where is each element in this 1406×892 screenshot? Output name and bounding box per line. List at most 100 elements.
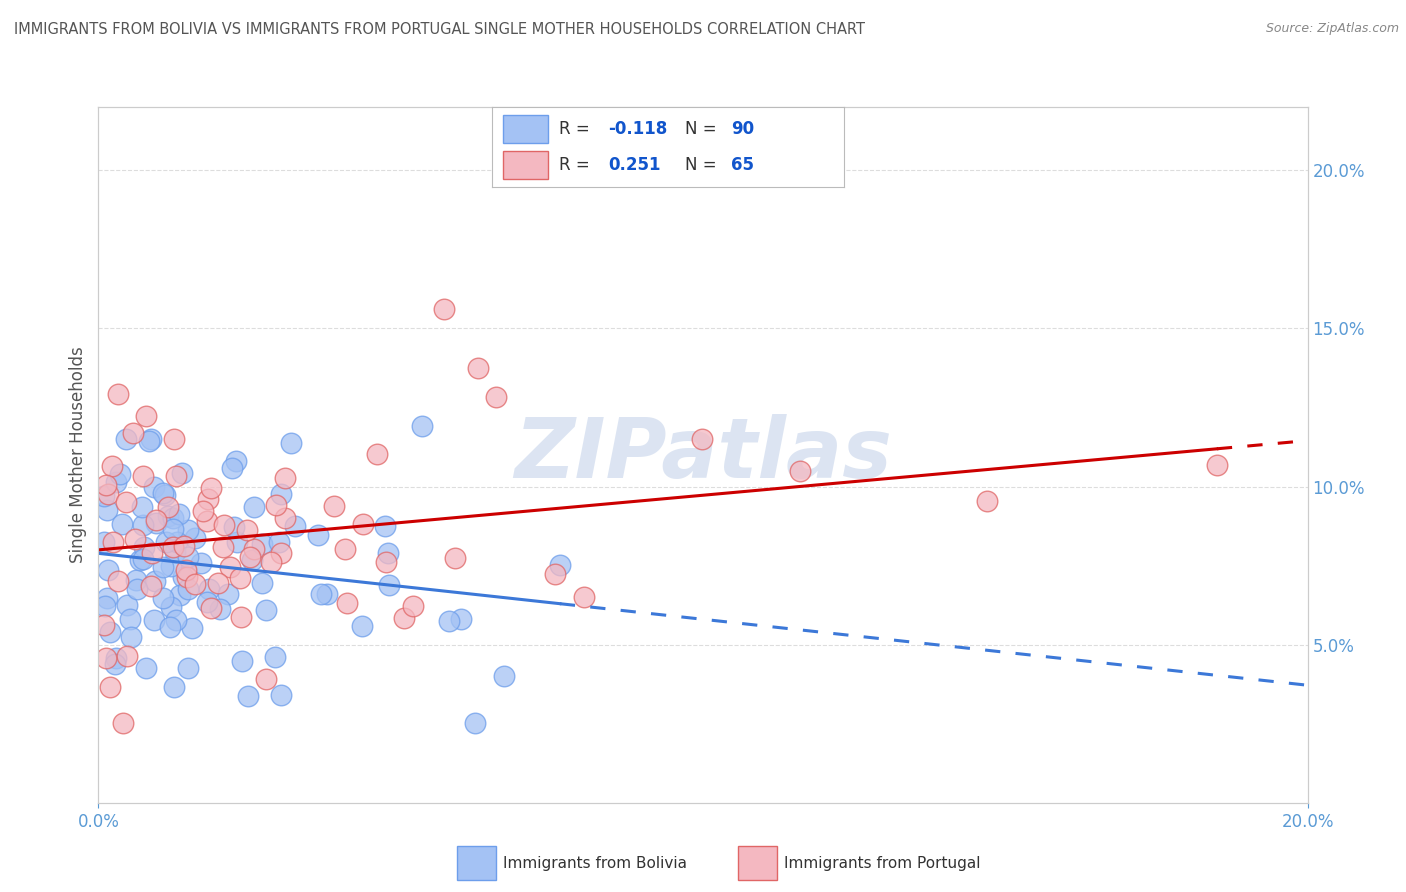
Point xyxy=(225,454,247,468)
Point xyxy=(94,477,117,491)
Point xyxy=(231,610,253,624)
Point xyxy=(104,651,127,665)
Text: R =: R = xyxy=(560,120,595,138)
Point xyxy=(250,537,273,551)
Point xyxy=(333,541,356,556)
Point xyxy=(135,661,157,675)
Text: IMMIGRANTS FROM BOLIVIA VS IMMIGRANTS FROM PORTUGAL SINGLE MOTHER HOUSEHOLDS COR: IMMIGRANTS FROM BOLIVIA VS IMMIGRANTS FR… xyxy=(14,22,865,37)
Point xyxy=(96,502,118,516)
Point xyxy=(145,516,167,530)
Text: N =: N = xyxy=(686,120,723,138)
Point xyxy=(163,432,186,446)
Text: 65: 65 xyxy=(731,156,754,174)
Point xyxy=(115,432,138,446)
Text: 90: 90 xyxy=(731,120,754,138)
Point xyxy=(177,582,200,596)
Point xyxy=(152,486,174,500)
Point xyxy=(93,489,115,503)
Point xyxy=(117,599,139,613)
Point xyxy=(115,495,138,509)
Point xyxy=(270,688,292,702)
Text: Immigrants from Portugal: Immigrants from Portugal xyxy=(785,855,980,871)
Point xyxy=(195,514,218,528)
Point xyxy=(267,535,290,549)
Text: -0.118: -0.118 xyxy=(609,120,668,138)
Point xyxy=(120,630,142,644)
Point xyxy=(127,582,149,597)
Point xyxy=(138,434,160,448)
Point xyxy=(217,587,239,601)
Point xyxy=(439,614,461,628)
Point xyxy=(145,513,167,527)
Point xyxy=(254,672,277,686)
Point xyxy=(976,494,998,508)
Point xyxy=(212,541,235,555)
Point xyxy=(433,302,456,317)
Point xyxy=(162,680,184,694)
Point xyxy=(378,578,401,592)
Point xyxy=(98,625,121,640)
Point xyxy=(169,588,191,602)
Point xyxy=(307,528,329,542)
Point xyxy=(157,509,180,524)
Point xyxy=(160,600,183,615)
Point xyxy=(219,560,242,574)
Point xyxy=(111,517,134,532)
Point xyxy=(191,503,214,517)
Text: Source: ZipAtlas.com: Source: ZipAtlas.com xyxy=(1265,22,1399,36)
Point xyxy=(243,500,266,514)
Point xyxy=(375,555,398,569)
Point xyxy=(195,595,218,609)
Point xyxy=(280,435,302,450)
Point xyxy=(152,591,174,605)
Point xyxy=(352,516,374,531)
Point xyxy=(160,559,183,574)
Point xyxy=(492,669,515,683)
Point xyxy=(124,532,146,546)
Point xyxy=(97,563,120,577)
Point xyxy=(97,487,120,501)
Point xyxy=(467,361,489,376)
Point xyxy=(93,618,115,632)
Point xyxy=(162,511,184,525)
Point xyxy=(236,689,259,703)
Point xyxy=(240,553,263,567)
Point xyxy=(104,657,127,672)
Point xyxy=(209,602,232,616)
Point xyxy=(548,558,571,573)
Point xyxy=(177,523,200,537)
Point xyxy=(93,535,115,549)
Point xyxy=(143,574,166,588)
Bar xyxy=(503,151,548,179)
Point xyxy=(172,466,194,480)
Point xyxy=(165,613,187,627)
Point xyxy=(165,468,187,483)
Point xyxy=(163,544,186,558)
Point xyxy=(284,519,307,533)
Point xyxy=(231,654,253,668)
Text: N =: N = xyxy=(686,156,723,174)
Point xyxy=(135,409,157,423)
Point xyxy=(101,459,124,474)
Point xyxy=(139,579,162,593)
Point xyxy=(200,601,222,615)
Point xyxy=(198,582,221,596)
Point xyxy=(236,523,259,537)
Point xyxy=(125,573,148,587)
Point xyxy=(107,387,129,401)
Point xyxy=(132,551,155,566)
Point xyxy=(174,563,197,577)
Text: ZIPatlas: ZIPatlas xyxy=(515,415,891,495)
Point xyxy=(183,531,205,545)
Point xyxy=(141,546,163,560)
Point xyxy=(224,520,246,534)
Point xyxy=(544,567,567,582)
Point xyxy=(229,570,252,584)
Point xyxy=(274,471,297,485)
Point xyxy=(98,681,121,695)
Bar xyxy=(457,846,496,880)
Point xyxy=(1206,458,1229,472)
Point xyxy=(176,570,198,584)
Point xyxy=(162,540,184,554)
Point xyxy=(153,487,176,501)
